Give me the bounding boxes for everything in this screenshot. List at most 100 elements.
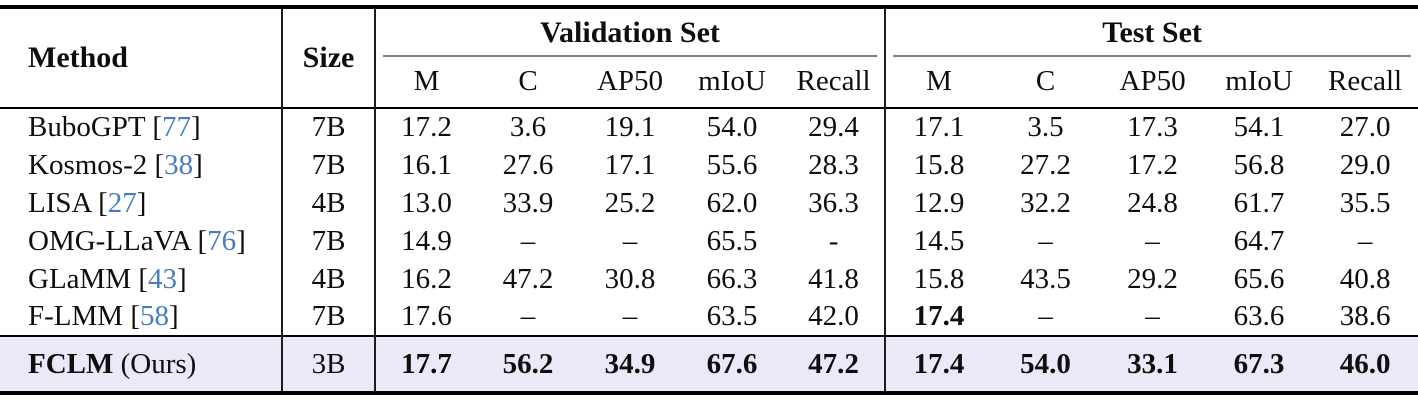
method-name: OMG-LLaVA <box>28 224 191 257</box>
col-group-validation: Validation Set <box>373 7 886 57</box>
val-m-cell: 17.6 <box>374 298 477 336</box>
method-cell: F-LMM [58] <box>0 298 282 336</box>
cite-bracket: [ <box>154 148 165 181</box>
table-row-omg-llava: OMG-LLaVA [76] 7B 14.9 – – 65.5 - 14.5 –… <box>0 222 1418 260</box>
test-c-cell: 3.5 <box>1027 111 1064 143</box>
method-suffix: (Ours) <box>120 347 197 380</box>
col-group-test: Test Set <box>884 7 1418 57</box>
cite-bracket: [ <box>98 186 108 219</box>
val-c-cell: 27.6 <box>502 148 554 181</box>
citation-link[interactable]: [77] <box>152 111 200 143</box>
val-m-cell: 17.2 <box>374 108 477 146</box>
method-name: FCLM <box>28 347 114 380</box>
test-ap50-cell: – <box>1145 224 1160 257</box>
table-highlight-body: FCLM (Ours) 3B 17.7 56.2 34.9 67.6 47.2 … <box>0 336 1418 393</box>
val-ap50-cell: – <box>622 300 638 332</box>
method-cell: Kosmos-2 [38] <box>0 146 282 184</box>
cite-bracket: [ <box>130 300 140 332</box>
val-ap50-cell: 34.9 <box>604 347 656 380</box>
cite-number[interactable]: 27 <box>107 186 137 219</box>
cite-bracket: ] <box>193 148 203 181</box>
test-miou-cell: 64.7 <box>1233 224 1285 257</box>
val-c-cell: 47.2 <box>502 262 554 295</box>
cite-bracket: ] <box>236 224 246 257</box>
test-c-cell: – <box>1038 224 1053 257</box>
val-ap50-cell: 25.2 <box>604 186 656 219</box>
test-recall-cell: – <box>1357 224 1373 257</box>
test-miou-cell: 61.7 <box>1233 186 1285 219</box>
val-recall-cell: 42.0 <box>808 300 859 332</box>
test-miou-cell: 54.1 <box>1233 111 1285 143</box>
results-table: Method Size Validation Set Test Set M C … <box>0 5 1418 395</box>
val-recall-cell: 29.4 <box>808 111 859 143</box>
paper-table-figure: Method Size Validation Set Test Set M C … <box>0 5 1418 395</box>
method-cell: OMG-LLaVA [76] <box>0 222 282 260</box>
size-cell: 3B <box>281 336 375 393</box>
test-recall-cell: 29.0 <box>1339 148 1391 181</box>
cite-number[interactable]: 77 <box>162 111 192 143</box>
val-miou-cell: 67.6 <box>706 347 758 380</box>
method-cell: LISA [27] <box>0 184 282 222</box>
val-m-cell: 13.0 <box>374 184 477 222</box>
test-recall-cell: 46.0 <box>1339 347 1391 380</box>
test-recall-cell: 35.5 <box>1339 186 1391 219</box>
col-header-test-m: M <box>884 56 993 108</box>
table-row-lisa: LISA [27] 4B 13.0 33.9 25.2 62.0 36.3 12… <box>0 184 1418 222</box>
col-header-test-recall: Recall <box>1328 65 1403 97</box>
val-miou-cell: 63.5 <box>706 300 758 332</box>
test-ap50-cell: 17.3 <box>1127 111 1178 143</box>
val-c-cell: 3.6 <box>509 111 547 143</box>
val-recall-cell: 36.3 <box>808 186 859 219</box>
method-name: GLaMM <box>28 262 132 295</box>
test-c-cell: 32.2 <box>1020 186 1071 219</box>
method-cell: GLaMM [43] <box>0 260 282 298</box>
val-recall-cell: 41.8 <box>808 262 859 295</box>
header-group-row: Method Size Validation Set Test Set <box>0 7 1418 108</box>
table-row-fclm-ours: FCLM (Ours) 3B 17.7 56.2 34.9 67.6 47.2 … <box>0 336 1418 393</box>
table-header: Method Size Validation Set Test Set M C … <box>0 7 1418 108</box>
validation-cmidrule <box>383 55 878 57</box>
col-header-test-ap50: AP50 <box>1119 65 1186 97</box>
cite-number[interactable]: 38 <box>164 148 194 181</box>
val-miou-cell: 65.5 <box>706 224 758 257</box>
test-c-cell: 43.5 <box>1020 262 1071 295</box>
col-header-val-recall: Recall <box>796 65 871 97</box>
citation-link[interactable]: [38] <box>154 149 202 181</box>
test-recall-cell: 40.8 <box>1339 262 1391 295</box>
test-m-cell: 17.1 <box>884 108 993 146</box>
val-miou-cell: 55.6 <box>706 148 758 181</box>
cite-number[interactable]: 76 <box>207 224 237 257</box>
val-ap50-cell: 19.1 <box>604 111 656 143</box>
citation-link[interactable]: [27] <box>98 187 146 219</box>
val-c-cell: 56.2 <box>502 347 554 380</box>
method-name: Kosmos-2 <box>28 148 148 181</box>
test-m-cell: 17.4 <box>884 336 993 393</box>
test-ap50-cell: 29.2 <box>1127 262 1178 295</box>
size-cell: 4B <box>281 184 375 222</box>
citation-link[interactable]: [58] <box>130 300 178 332</box>
cite-number[interactable]: 43 <box>148 262 178 295</box>
test-recall-cell: 27.0 <box>1339 111 1391 143</box>
col-header-size: Size <box>281 7 375 108</box>
test-cmidrule <box>893 55 1412 57</box>
cite-number[interactable]: 58 <box>140 300 169 332</box>
test-ap50-cell: 33.1 <box>1127 347 1178 380</box>
test-miou-cell: 65.6 <box>1233 262 1285 295</box>
val-m-cell: 17.7 <box>374 336 477 393</box>
test-ap50-cell: 17.2 <box>1127 148 1178 181</box>
col-header-val-c: C <box>518 65 538 97</box>
val-m-cell: 16.2 <box>374 260 477 298</box>
citation-link[interactable]: [43] <box>138 263 186 295</box>
size-cell: 7B <box>281 108 375 146</box>
val-c-cell: – <box>520 300 536 332</box>
table-row-kosmos2: Kosmos-2 [38] 7B 16.1 27.6 17.1 55.6 28.… <box>0 146 1418 184</box>
citation-link[interactable]: [76] <box>197 225 245 257</box>
method-name: BuboGPT <box>28 111 146 143</box>
test-m-cell: 15.8 <box>884 260 993 298</box>
test-miou-cell: 56.8 <box>1233 148 1285 181</box>
col-header-test-c: C <box>1035 65 1056 97</box>
cite-bracket: [ <box>138 262 149 295</box>
test-ap50-cell: 24.8 <box>1127 186 1178 219</box>
col-header-val-m: M <box>374 56 477 108</box>
method-cell: FCLM (Ours) <box>0 336 282 393</box>
